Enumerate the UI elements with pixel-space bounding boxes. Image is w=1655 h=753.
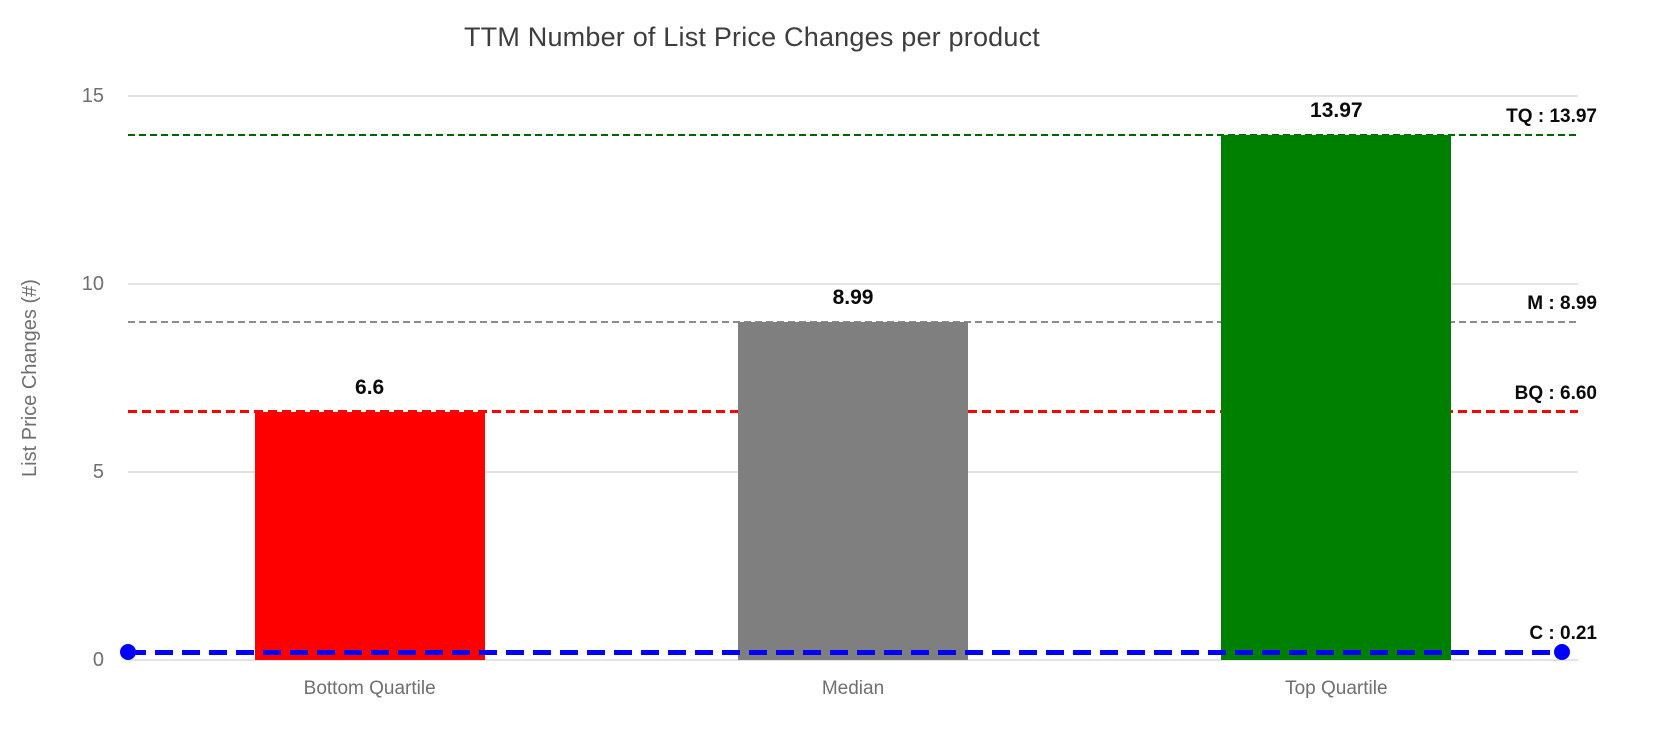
- y-axis-title: List Price Changes (#): [19, 279, 41, 477]
- ref-line-c-endpoint-right: [1554, 644, 1570, 661]
- ref-line-c-endpoint-left: [120, 644, 136, 661]
- ref-label-bq: BQ : 6.60: [1514, 382, 1597, 404]
- bar-median[interactable]: [738, 321, 968, 660]
- bar-value-label-bottom-quartile: 6.6: [355, 375, 385, 399]
- x-category-label-median: Median: [821, 678, 885, 699]
- bar-value-label-top-quartile: 13.97: [1310, 98, 1363, 122]
- ref-line-c: [128, 649, 1562, 655]
- ref-label-m: M : 8.99: [1527, 292, 1597, 314]
- y-tick-label-5: 5: [92, 461, 104, 483]
- y-tick-label-0: 0: [92, 649, 104, 671]
- gridline-y-15: [128, 95, 1578, 97]
- y-tick-label-15: 15: [81, 85, 104, 107]
- gridline-y-0: [128, 659, 1578, 661]
- ref-line-tq: [128, 133, 1578, 136]
- bar-value-label-median: 8.99: [832, 285, 874, 309]
- y-tick-label-10: 10: [81, 273, 104, 295]
- ref-label-tq: TQ : 13.97: [1506, 105, 1597, 127]
- gridline-y-10: [128, 283, 1578, 285]
- x-category-label-top-quartile: Top Quartile: [1285, 678, 1388, 699]
- chart-title: TTM Number of List Price Changes per pro…: [463, 22, 1041, 52]
- bar-bottom-quartile[interactable]: [254, 411, 485, 660]
- bar-top-quartile[interactable]: [1221, 134, 1452, 660]
- ref-label-c: C : 0.21: [1529, 623, 1597, 645]
- x-category-label-bottom-quartile: Bottom Quartile: [303, 678, 436, 699]
